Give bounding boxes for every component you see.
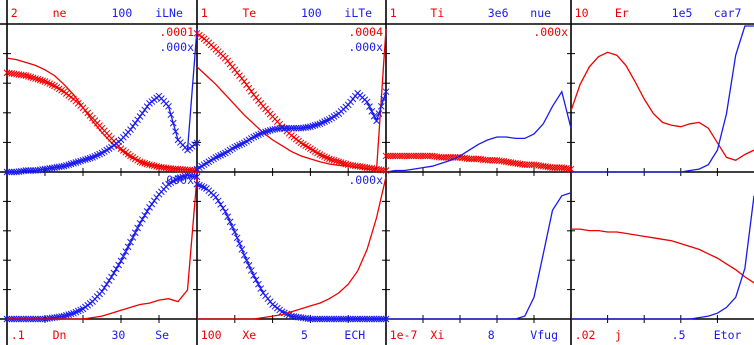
corner-label: .0001 (159, 25, 194, 39)
series-point (243, 81, 250, 89)
panel-3 (382, 90, 575, 173)
series-point (34, 75, 42, 83)
series-point (333, 157, 340, 165)
series-point (565, 165, 573, 173)
series-point (143, 160, 151, 168)
series-point (22, 72, 30, 79)
series-line (570, 51, 754, 162)
series-point (136, 158, 144, 166)
bottom-label: .02 (575, 328, 596, 342)
bottom-label: Xe (242, 328, 256, 342)
corner-label: .000x (159, 40, 194, 54)
series-point (382, 167, 390, 174)
series-point (240, 78, 248, 85)
series-point (193, 139, 201, 147)
panel-8 (571, 195, 754, 320)
bottom-label: Se (155, 328, 169, 342)
series-point (32, 75, 39, 82)
panel-2 (193, 28, 390, 174)
panel-6 (193, 176, 390, 323)
corner-label: .0004 (348, 25, 383, 39)
bottom-label: j (615, 328, 622, 342)
series-line (197, 176, 387, 320)
top-label: Ti (430, 6, 444, 20)
bottom-label: ECH (344, 328, 365, 342)
top-label: Te (242, 6, 256, 20)
panel-1 (3, 28, 201, 176)
bottom-label: Xi (430, 328, 444, 342)
series-line (571, 228, 754, 284)
series-line (196, 91, 387, 170)
series-point (380, 166, 387, 174)
bottom-label: Vfug (530, 328, 558, 342)
series-point (139, 159, 146, 166)
bottom-label: 30 (112, 328, 126, 342)
series-point (25, 73, 32, 80)
top-label: 3e6 (488, 6, 509, 20)
bottom-label: 1e-7 (390, 328, 418, 342)
series-point (328, 156, 336, 163)
series-point (39, 77, 46, 85)
top-label: 1 (390, 6, 397, 20)
top-label: 100 (112, 6, 133, 20)
bottom-label: .1 (11, 328, 25, 342)
bottom-label: .5 (672, 328, 686, 342)
top-label: iLNe (155, 6, 183, 20)
series-line (571, 195, 754, 320)
panel-5 (3, 172, 201, 323)
series-line (196, 183, 386, 320)
series-line (7, 176, 198, 320)
top-label: nue (530, 6, 551, 20)
series-point (567, 165, 575, 173)
series-line (386, 192, 572, 320)
series-line (7, 174, 198, 320)
series-line (7, 28, 198, 173)
series-line (385, 90, 572, 173)
series-line (571, 25, 754, 173)
bottom-label: 5 (301, 328, 308, 342)
series-point (325, 155, 333, 163)
bottom-label: 8 (488, 328, 495, 342)
series-point (245, 84, 253, 92)
corner-label: .000x (159, 173, 194, 187)
corner-label: .000x (533, 25, 568, 39)
top-label: 100 (301, 6, 322, 20)
series-point (27, 73, 35, 81)
series-point (337, 159, 345, 166)
corner-label: .000x (348, 40, 383, 54)
corner-label: .000x (348, 173, 383, 187)
top-label: car7 (714, 6, 742, 20)
series-line (196, 28, 387, 170)
panel-4 (570, 25, 754, 173)
series-point (335, 158, 343, 166)
series-point (141, 159, 149, 167)
top-label: 10 (575, 6, 589, 20)
top-label: 2 (11, 6, 18, 20)
top-label: ne (53, 6, 67, 20)
series-point (29, 74, 37, 82)
bottom-label: Dn (53, 328, 67, 342)
series-point (330, 156, 338, 164)
top-label: 1e5 (672, 6, 693, 20)
top-label: 1 (201, 6, 208, 20)
panel-7 (386, 192, 572, 320)
top-label: iLTe (344, 6, 372, 20)
bottom-label: Etor (714, 328, 742, 342)
series-point (36, 76, 44, 84)
series-point (247, 87, 255, 95)
bottom-label: 100 (201, 328, 222, 342)
top-label: Er (615, 6, 629, 20)
